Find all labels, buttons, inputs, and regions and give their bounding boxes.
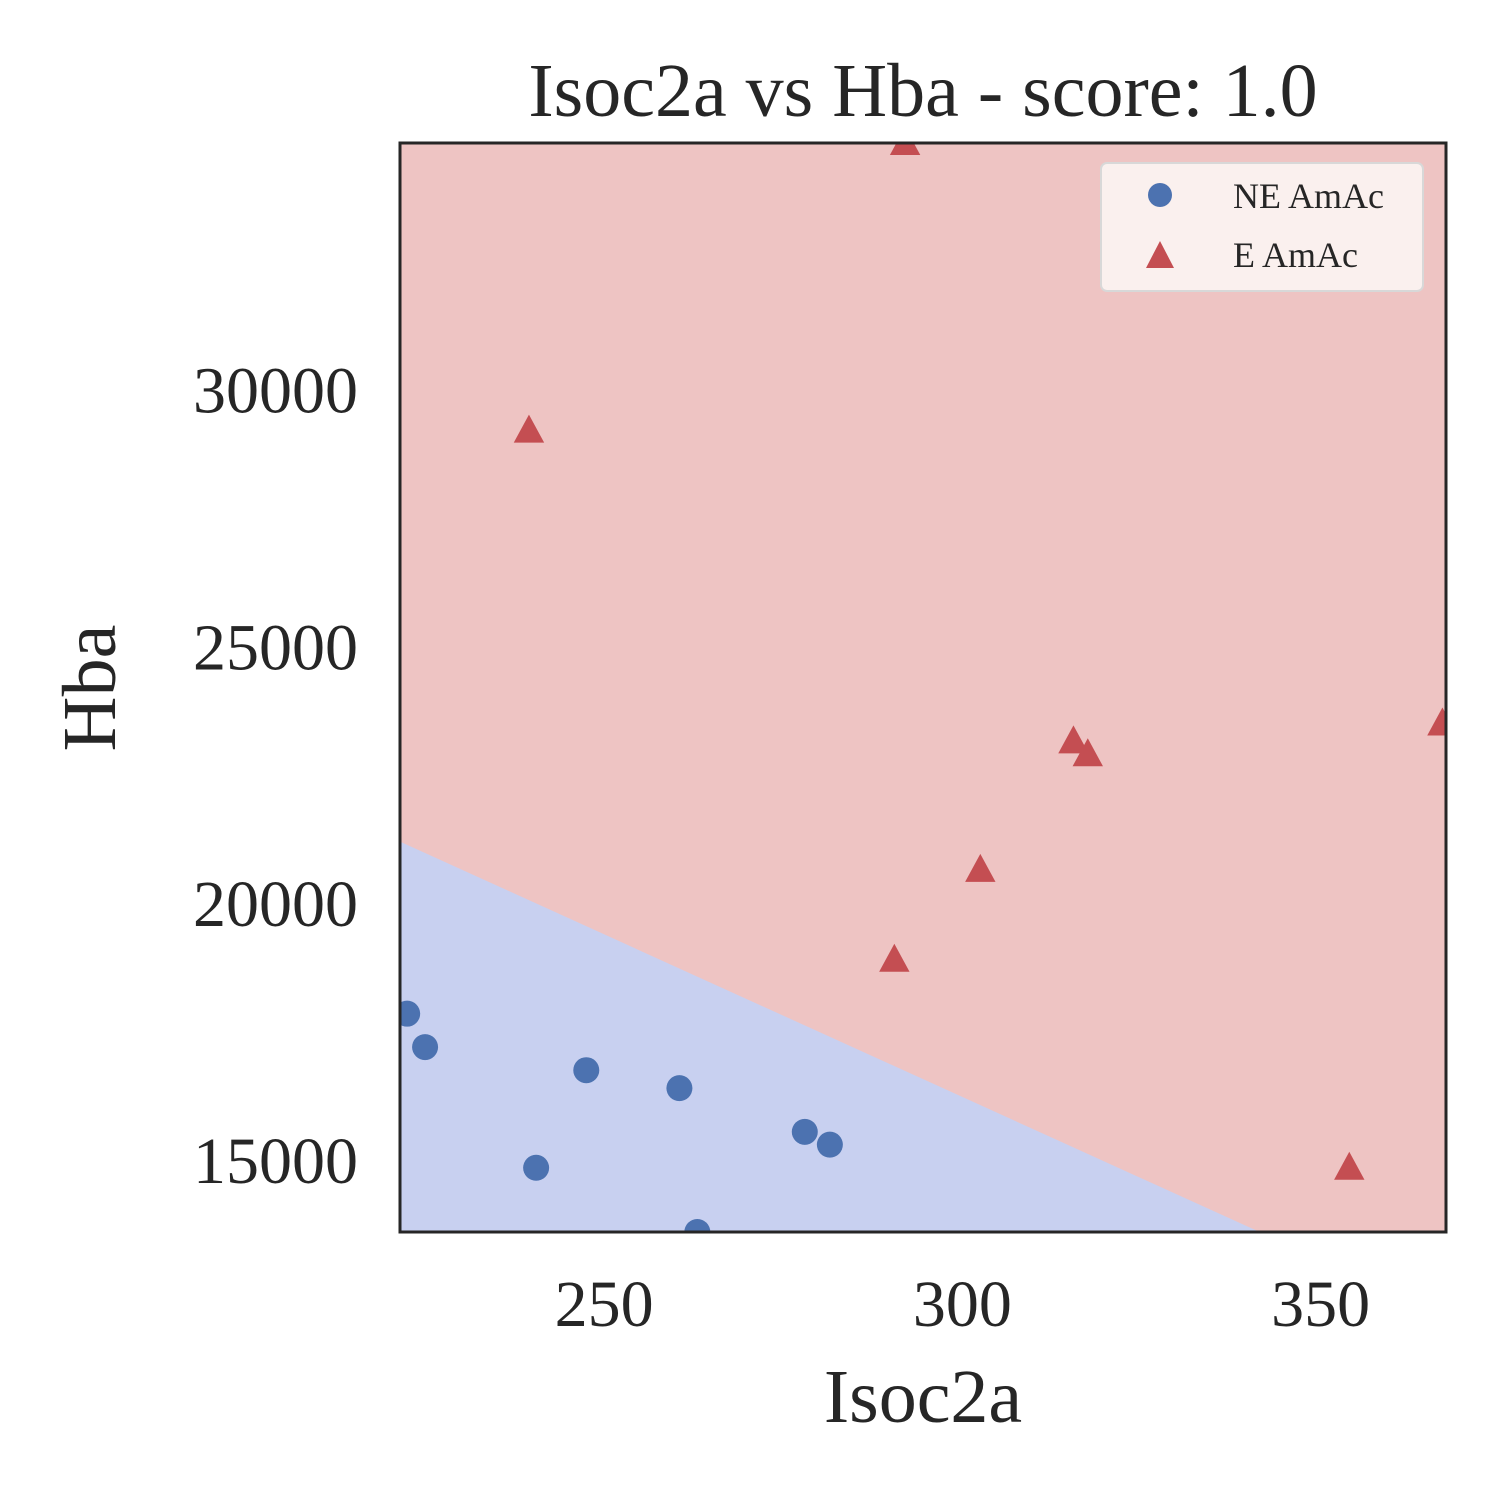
x-axis-label: Isoc2a [824, 1355, 1022, 1439]
legend: NE AmAc E AmAc [1100, 162, 1424, 292]
region-ne-amac [400, 841, 1260, 1232]
point-e-amac [965, 853, 996, 882]
y-tick-label: 30000 [193, 355, 358, 428]
y-axis-ticks: 15000 20000 25000 30000 [193, 355, 358, 1199]
point-ne-amac [816, 1131, 843, 1158]
x-axis-ticks: 250 300 350 [555, 1268, 1370, 1341]
legend-box [1100, 162, 1424, 292]
legend-label-e-amac: E AmAc [1233, 235, 1358, 275]
legend-marker-e-amac [1146, 241, 1174, 268]
point-e-amac [1427, 707, 1446, 736]
chart-title: Isoc2a vs Hba - score: 1.0 [528, 49, 1317, 133]
point-e-amac [1072, 738, 1103, 767]
x-tick-label: 300 [913, 1268, 1012, 1341]
decision-regions [400, 143, 1446, 1232]
point-e-amac [1334, 1151, 1365, 1180]
point-e-amac [1058, 725, 1089, 754]
point-ne-amac [523, 1154, 550, 1181]
legend-marker-ne-amac [1148, 183, 1172, 207]
x-tick-label: 250 [555, 1268, 654, 1341]
point-ne-amac [412, 1034, 439, 1061]
point-ne-amac [791, 1118, 818, 1145]
point-e-amac [513, 414, 545, 443]
y-tick-label: 15000 [193, 1125, 358, 1198]
point-ne-amac [684, 1219, 711, 1232]
point-ne-amac [573, 1057, 600, 1084]
point-e-amac [879, 943, 910, 972]
point-ne-amac [666, 1075, 693, 1102]
point-e-amac [889, 143, 921, 155]
legend-label-ne-amac: NE AmAc [1233, 176, 1384, 216]
x-tick-label: 350 [1271, 1268, 1370, 1341]
data-points [400, 143, 1446, 1232]
y-tick-label: 20000 [193, 868, 358, 941]
y-axis-label: Hba [48, 625, 132, 752]
y-tick-label: 25000 [193, 611, 358, 684]
plot-frame [398, 141, 1448, 1234]
point-ne-amac [400, 1000, 421, 1027]
